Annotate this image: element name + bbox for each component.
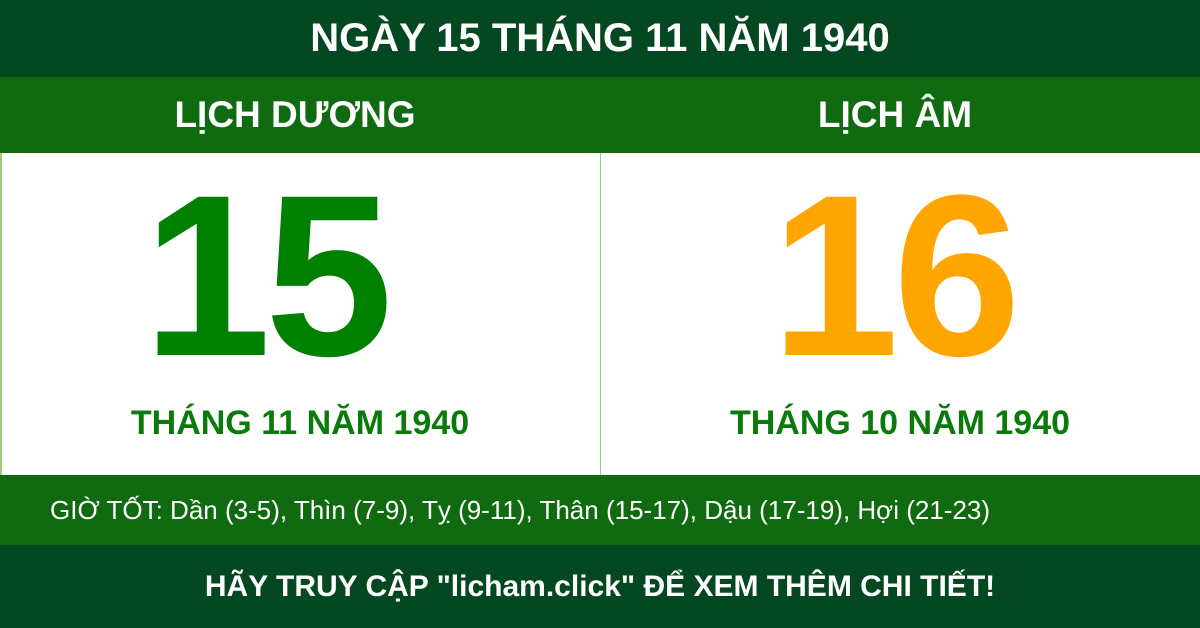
calendar-headers: LỊCH DƯƠNG LỊCH ÂM (0, 77, 1200, 153)
lunar-panel: 16 THÁNG 10 NĂM 1940 (600, 153, 1200, 475)
good-hours: GIỜ TỐT: Dần (3-5), Thìn (7-9), Tỵ (9-11… (0, 475, 1200, 545)
lunar-day: 16 (771, 163, 1021, 388)
lunar-label: LỊCH ÂM (817, 94, 973, 135)
solar-label: LỊCH DƯƠNG (174, 94, 416, 135)
solar-panel: 15 THÁNG 11 NĂM 1940 (0, 153, 600, 475)
footer-call-to-action: HÃY TRUY CẬP "licham.click" ĐỂ XEM THÊM … (0, 545, 1200, 628)
page-title: NGÀY 15 THÁNG 11 NĂM 1940 (0, 0, 1200, 77)
solar-day: 15 (143, 163, 393, 388)
solar-month-year: THÁNG 11 NĂM 1940 (130, 404, 470, 442)
column-divider (600, 153, 601, 475)
lunar-month-year: THÁNG 10 NĂM 1940 (729, 404, 1071, 442)
left-border (0, 153, 2, 475)
